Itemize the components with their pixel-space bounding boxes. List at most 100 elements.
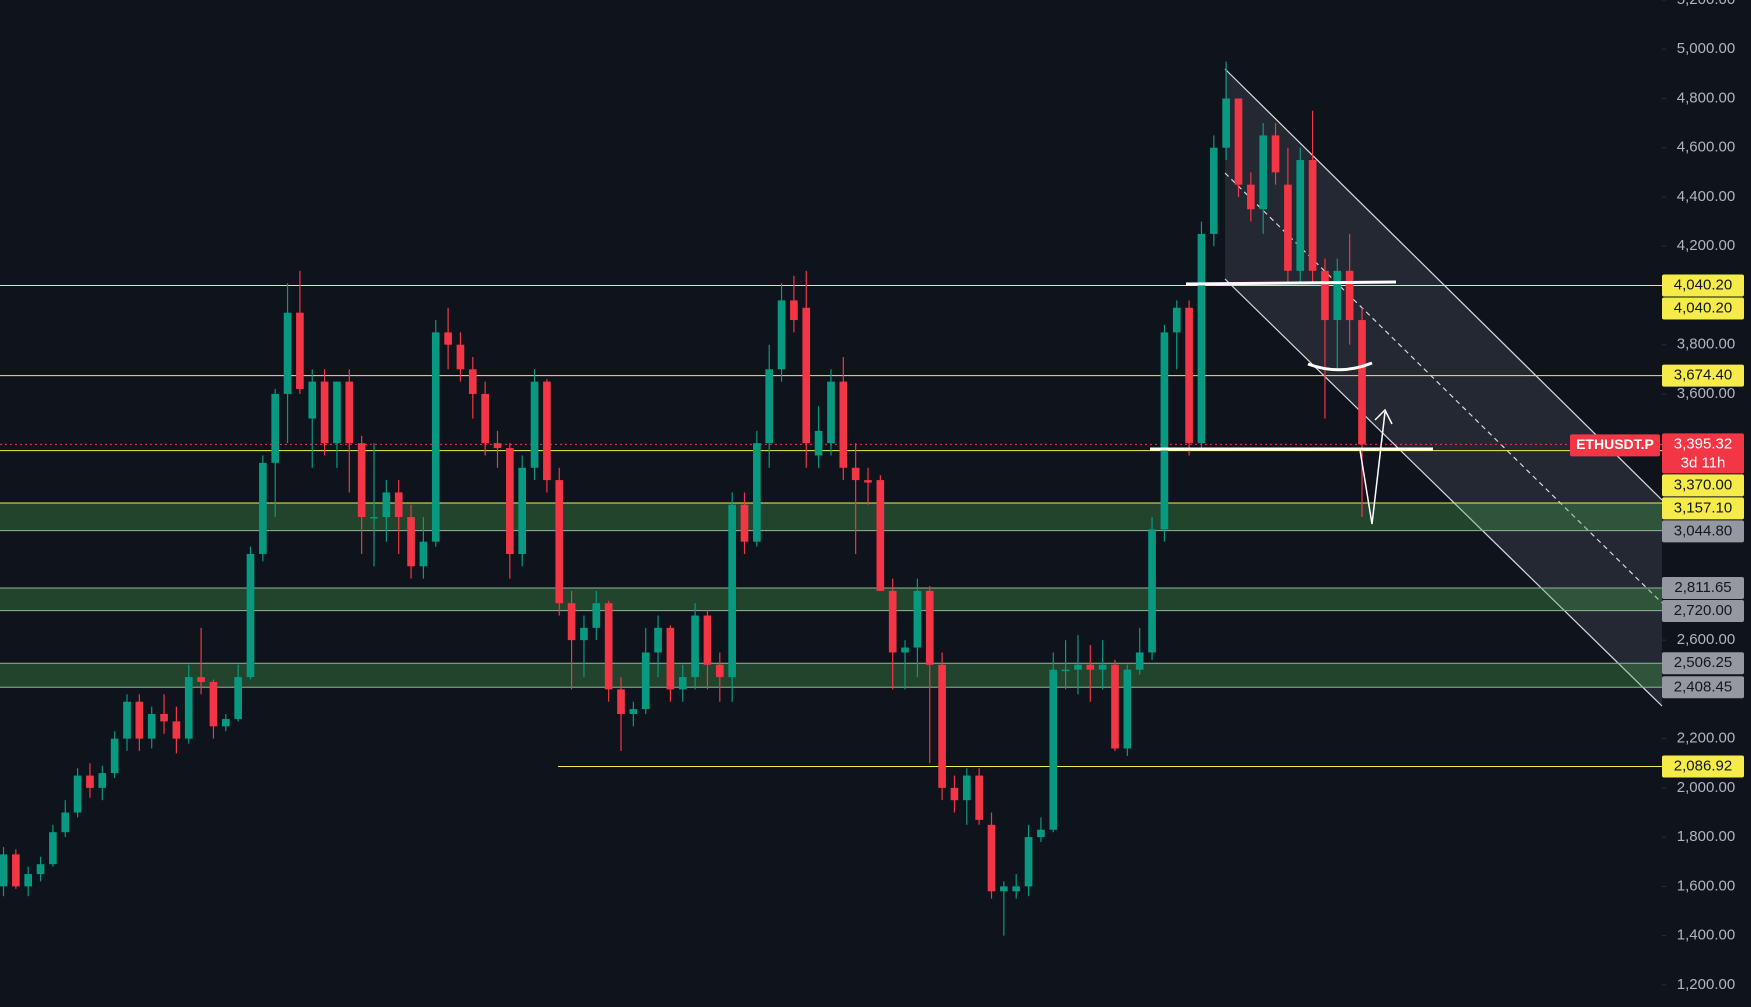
y-tick-label: 1,200.00 [1677, 976, 1735, 993]
candle-body [518, 467, 527, 554]
candle-body [1172, 307, 1181, 333]
candle-body [259, 462, 267, 554]
candle-body [296, 312, 304, 390]
candle-body [1086, 664, 1095, 670]
candle-body [86, 775, 94, 788]
price-label: 2,506.25 [1674, 654, 1732, 671]
candle-body [1123, 669, 1132, 749]
price-label-box [1662, 755, 1744, 778]
candle-body [320, 381, 329, 444]
price-label: 3,674.40 [1674, 367, 1732, 384]
price-label-box [1662, 274, 1744, 297]
candle-body [530, 381, 539, 468]
candle-body [777, 300, 786, 370]
candle-body [703, 615, 712, 665]
price-label: 4,040.20 [1674, 277, 1732, 294]
candle-body [851, 467, 860, 481]
candle-body [1061, 669, 1070, 672]
candle-body [975, 775, 983, 820]
price-label-box [1662, 497, 1744, 520]
candle-body [617, 689, 625, 715]
candle-body [110, 738, 119, 774]
y-tick-label: 4,200.00 [1677, 237, 1735, 254]
candle-body [394, 492, 403, 518]
arc-stroke [1307, 361, 1373, 372]
candle-body [1247, 184, 1255, 210]
y-tick-label: 1,600.00 [1677, 877, 1735, 894]
y-tick-label: 4,400.00 [1677, 188, 1735, 205]
candle-body [49, 832, 57, 865]
price-label: 2,811.65 [1674, 579, 1731, 596]
candle-body [678, 677, 687, 690]
candle-body [468, 369, 477, 394]
candle-body [1012, 886, 1021, 892]
zone [0, 502, 1662, 531]
symbol-label-box [1570, 434, 1660, 457]
candle-body [802, 307, 811, 444]
y-tick-label: 4,600.00 [1677, 139, 1735, 156]
candle-body [184, 677, 193, 739]
candle-body [567, 603, 576, 641]
y-tick-label: 2,200.00 [1677, 730, 1735, 747]
candle-body [580, 627, 588, 641]
candles [0, 61, 1366, 936]
candle-body [1308, 160, 1317, 271]
candle-body [12, 854, 20, 887]
candle-body [61, 812, 70, 833]
price-label: 3,370.00 [1674, 476, 1732, 493]
candle-body [753, 443, 761, 542]
symbol-label: ETHUSDT.P [1576, 436, 1654, 452]
candle-body [641, 652, 650, 710]
candle-body [172, 721, 181, 739]
price-label-box [1662, 676, 1744, 699]
candle-body [1222, 98, 1230, 148]
candle-body [357, 443, 366, 518]
candle-body [73, 775, 82, 813]
candle-body [197, 677, 205, 683]
y-tick-label: 1,400.00 [1677, 927, 1735, 944]
candle-body [333, 381, 341, 444]
y-tick-label: 5,200.00 [1677, 0, 1735, 8]
candle-body [1358, 320, 1366, 445]
last-price-label: 3,395.32 [1674, 435, 1732, 452]
candle-body [1074, 664, 1082, 670]
candle-body [790, 300, 798, 321]
candle-body [419, 541, 428, 567]
path-arrow [1359, 408, 1393, 525]
candle-body [666, 627, 675, 690]
candle-body [1185, 307, 1193, 444]
candle-body [728, 504, 736, 678]
zone [0, 663, 1662, 688]
y-tick-label: 1,800.00 [1677, 828, 1735, 845]
candle-body [888, 590, 897, 653]
candle-body [209, 682, 218, 727]
candle-body [543, 381, 551, 481]
candle-body [370, 517, 378, 519]
candle-body [1098, 664, 1107, 670]
candle-body [283, 312, 292, 394]
price-label-box [1662, 433, 1744, 474]
candle-body [98, 773, 107, 788]
candle-body [629, 709, 638, 715]
candle-body [654, 627, 662, 653]
price-label: 2,408.45 [1674, 678, 1732, 695]
price-label-box [1662, 297, 1744, 320]
candle-body [147, 714, 156, 739]
candle-body [962, 775, 971, 801]
price-label-box [1662, 600, 1744, 623]
y-tick-label: 4,800.00 [1677, 89, 1735, 106]
candle-body [740, 504, 749, 542]
candle-body [1024, 837, 1033, 887]
candle-body [506, 448, 514, 554]
candle-body [0, 854, 8, 887]
candle-body [901, 647, 909, 653]
annotations [1150, 280, 1433, 525]
y-tick-label: 2,000.00 [1677, 779, 1735, 796]
price-label: 4,040.20 [1674, 300, 1732, 317]
candle-body [987, 824, 996, 892]
candle-body [864, 480, 872, 483]
candle-body [913, 590, 922, 648]
price-label-box [1662, 652, 1744, 675]
